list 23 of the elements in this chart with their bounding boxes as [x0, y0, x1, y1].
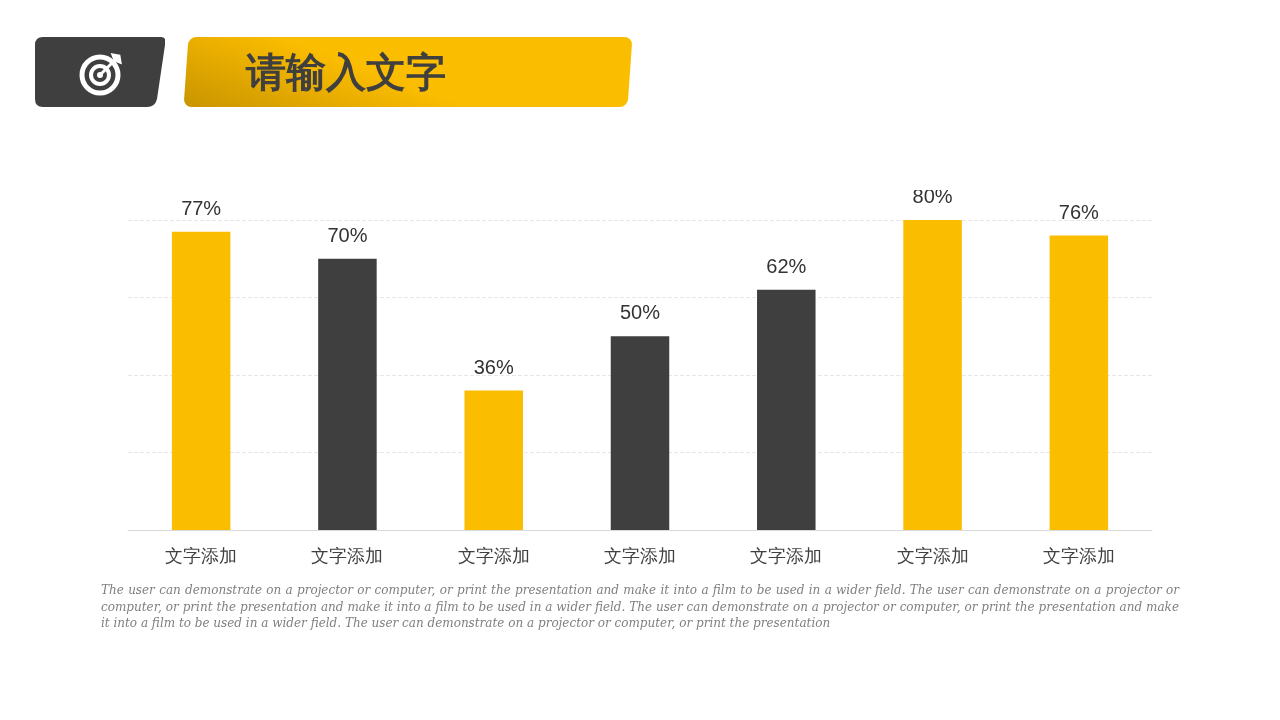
data-label: 76% [1058, 200, 1100, 223]
x-tick-label: 文字添加 [165, 544, 238, 566]
bar [1049, 235, 1109, 530]
data-label: 50% [619, 301, 661, 324]
bar [171, 231, 231, 530]
data-label: 77% [181, 196, 222, 219]
bar [464, 390, 523, 530]
data-label: 36% [473, 355, 514, 378]
bar [757, 289, 816, 530]
bar [318, 258, 377, 530]
text: The user can demonstrate on a projector or computer, or print the presentation and make it into a film to be used in a wider field. The user can demonstrate on a projector or computer, or print the presentation and make it into a film to be used in a wider field. The user can demonstrate on a projector or computer, or print the presentation and make it into a film to be used in a wider field. The user can demonstrate on a projector or computer, or print the presentation [101, 582, 1179, 632]
data-label: 62% [766, 254, 807, 277]
x-tick-label: 文字添加 [604, 544, 676, 566]
x-tick-label: 文字添加 [750, 544, 823, 566]
x-tick-label: 文字添加 [896, 544, 969, 566]
x-tick-label: 文字添加 [311, 544, 384, 566]
bar [610, 336, 670, 530]
data-label: 80% [912, 185, 953, 207]
chart-title: 请输入文字 [246, 48, 446, 97]
data-label: 70% [327, 223, 368, 246]
x-tick-label: 文字添加 [1042, 544, 1115, 566]
x-tick-label: 文字添加 [457, 544, 530, 566]
bar [903, 220, 962, 530]
